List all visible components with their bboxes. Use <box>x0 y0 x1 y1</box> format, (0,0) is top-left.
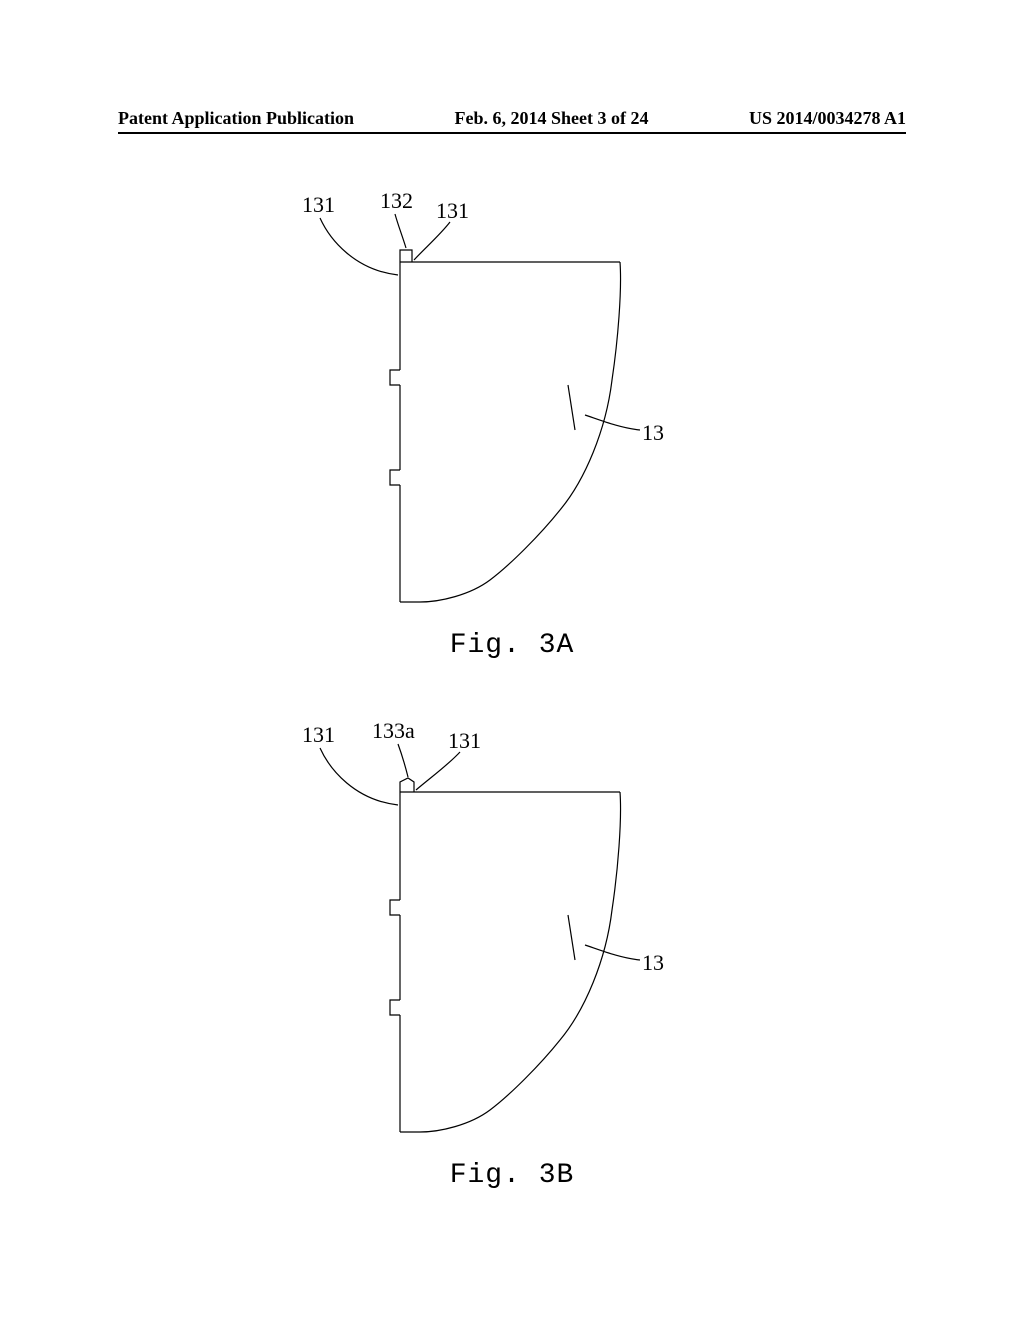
figure-3b-drawing <box>0 700 1024 1140</box>
figure-3b-block: 131 133a 131 13 Fig. 3B <box>0 700 1024 1210</box>
figure-3b-caption: Fig. 3B <box>0 1160 1024 1191</box>
page-header: Patent Application Publication Feb. 6, 2… <box>0 108 1024 129</box>
header-right: US 2014/0034278 A1 <box>749 108 906 129</box>
header-center: Feb. 6, 2014 Sheet 3 of 24 <box>455 108 649 129</box>
header-rule <box>118 132 906 134</box>
header-left: Patent Application Publication <box>118 108 354 129</box>
figure-3a-drawing <box>0 170 1024 610</box>
figure-3a-block: 131 132 131 13 <box>0 170 1024 680</box>
figure-3a-caption: Fig. 3A <box>0 630 1024 661</box>
